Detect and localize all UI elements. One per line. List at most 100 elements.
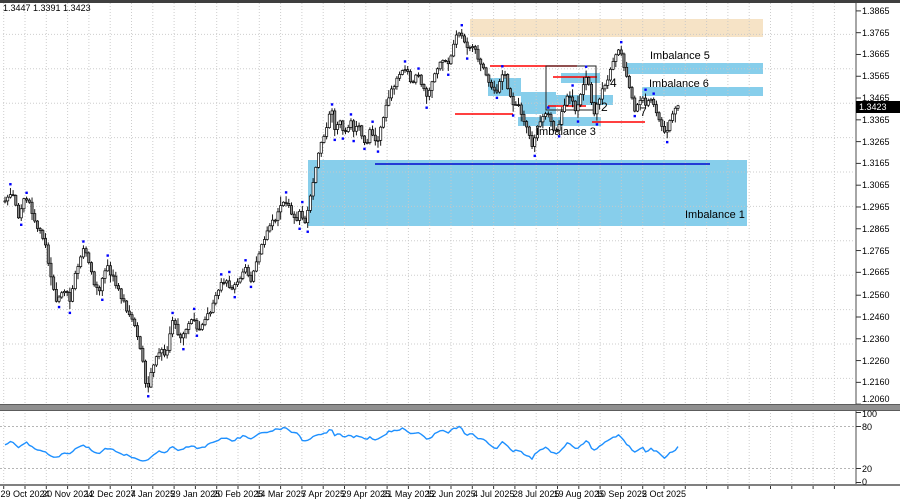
fractal-up-dot <box>330 103 334 106</box>
fractal-down-dot <box>363 147 366 151</box>
pattern-box[interactable] <box>545 65 597 111</box>
price-tick-label: 1.3265 <box>862 136 890 147</box>
date-tick-label: 14 Mar 2025 <box>255 489 306 499</box>
date-tick-label: 2 Oct 2025 <box>641 489 687 499</box>
time-axis-divider <box>0 484 900 486</box>
oscillator-line <box>4 425 679 462</box>
fractal-down-dot <box>665 140 669 144</box>
price-tick-label: 1.2665 <box>862 267 890 278</box>
fractal-up-dot <box>501 65 504 68</box>
panel-divider-handle[interactable] <box>0 404 900 411</box>
fractal-up-dot <box>106 254 109 257</box>
fractal-down-dot <box>595 123 599 126</box>
price-axis[interactable]: 1.3865 1.3765 1.3665 1.3565 1.3465 1.3365 1.32… <box>856 0 900 487</box>
price-tick-label: 1.3365 <box>862 114 890 125</box>
fractal-down-dot <box>182 347 185 351</box>
fractal-down-dot <box>249 285 253 289</box>
price-tick-label: 1.2560 <box>862 290 890 301</box>
date-tick-label: 29 Jan 2025 <box>170 489 221 499</box>
price-tick-label: 1.3065 <box>862 180 890 191</box>
price-tick-label: 1.3565 <box>862 71 890 82</box>
price-tick-label: 1.2765 <box>862 245 890 256</box>
date-tick-label: 28 Jul 2025 <box>512 489 560 499</box>
fractal-up-dot <box>228 270 231 274</box>
fractal-down-dot <box>376 150 380 153</box>
price-tick-label: 1.3765 <box>862 27 890 38</box>
fractal-down-dot <box>57 305 61 309</box>
fractal-down-dot <box>68 311 72 315</box>
time-axis[interactable]: 29 Oct 2024 20 Nov 2024 12 Dec 2024 7 Jan 2… <box>0 486 856 500</box>
fractal-down-dot <box>557 135 561 138</box>
price-tick-label: 1.3865 <box>862 5 890 16</box>
fractal-down-dot <box>101 298 104 302</box>
fractal-up-dot <box>584 65 588 68</box>
window-top-border <box>0 0 900 3</box>
fractal-down-dot <box>298 227 301 230</box>
price-tick-label: 1.2160 <box>862 377 890 388</box>
price-tick-label: 1.3665 <box>862 49 890 60</box>
fractal-up-dot <box>571 84 574 87</box>
date-tick-label: 19 Aug 2025 <box>553 489 605 499</box>
fractal-down-dot <box>425 106 428 109</box>
fractal-up-dot <box>417 67 420 70</box>
date-tick-label: 12 Jun 2025 <box>426 489 476 499</box>
fractal-up-dot <box>652 92 655 95</box>
imbalance-6[interactable] <box>642 87 763 96</box>
price-tick-label: 1.3465 <box>862 93 890 104</box>
fractal-up-dot <box>349 113 353 116</box>
fractal-up-dot <box>644 88 647 91</box>
fractal-up-dot <box>371 120 374 123</box>
date-tick-label: 10 Sep 2025 <box>595 489 647 499</box>
oscillator-scale-label: 80 <box>862 421 873 432</box>
date-tick-label: 7 Apr 2025 <box>301 489 345 499</box>
fractal-up-dot <box>220 273 223 276</box>
date-tick-label: 4 Jul 2025 <box>472 489 515 499</box>
price-tick-label: 1.2965 <box>862 201 890 212</box>
fractal-up-dot <box>244 259 247 262</box>
fractal-up-dot <box>547 106 550 109</box>
fractal-down-dot <box>511 114 515 117</box>
fractal-up-dot <box>171 311 174 315</box>
fractal-up-dot <box>25 191 28 195</box>
fractal-up-dot <box>620 40 623 44</box>
date-tick-label: 21 May 2025 <box>382 489 435 499</box>
fractal-down-dot <box>465 57 469 60</box>
fractal-up-dot <box>403 60 407 63</box>
oscillator-scale-label: 100 <box>862 409 878 419</box>
fractal-down-dot <box>576 120 580 123</box>
fractal-up-dot <box>284 191 288 194</box>
oscillator-scale-label: 20 <box>862 463 873 474</box>
price-tick-label: 1.2360 <box>862 333 890 344</box>
price-tick-label: 1.2460 <box>862 311 890 322</box>
fractal-up-dot <box>82 240 85 243</box>
indicator-data-line: 1.3447 1.3391 1.3423 <box>3 3 91 13</box>
fractal-up-dot <box>9 183 12 186</box>
fractal-down-dot <box>306 230 309 233</box>
oscillator-scale-label: 0 <box>862 477 868 487</box>
fractal-down-dot <box>533 154 536 158</box>
date-tick-label: 29 Apr 2025 <box>341 489 391 499</box>
fractal-down-dot <box>20 223 23 226</box>
price-tick-label: 1.3165 <box>862 158 890 169</box>
fractal-up-dot <box>460 24 463 27</box>
fractal-down-dot <box>341 137 345 140</box>
fractal-down-dot <box>233 295 236 299</box>
fractal-down-dot <box>352 139 355 143</box>
zone-aug-b[interactable] <box>561 73 600 83</box>
price-tick-label: 1.2060 <box>862 394 890 404</box>
price-tick-label: 1.2260 <box>862 355 890 366</box>
fractal-down-dot <box>447 73 450 76</box>
fractal-down-dot <box>333 138 336 142</box>
imbalance-5[interactable] <box>627 63 763 74</box>
date-tick-label: 12 Dec 2024 <box>84 489 136 499</box>
price-tick-label: 1.2865 <box>862 223 890 234</box>
fractal-down-dot <box>495 96 499 100</box>
supply-band-top[interactable] <box>470 19 763 37</box>
fractal-down-dot <box>147 395 150 398</box>
imbalance-1[interactable] <box>308 160 747 226</box>
date-tick-label: 7 Jan 2025 <box>130 489 176 499</box>
date-tick-label: 29 Oct 2024 <box>0 489 50 499</box>
current-price-badge: 1.3423 <box>856 101 900 113</box>
